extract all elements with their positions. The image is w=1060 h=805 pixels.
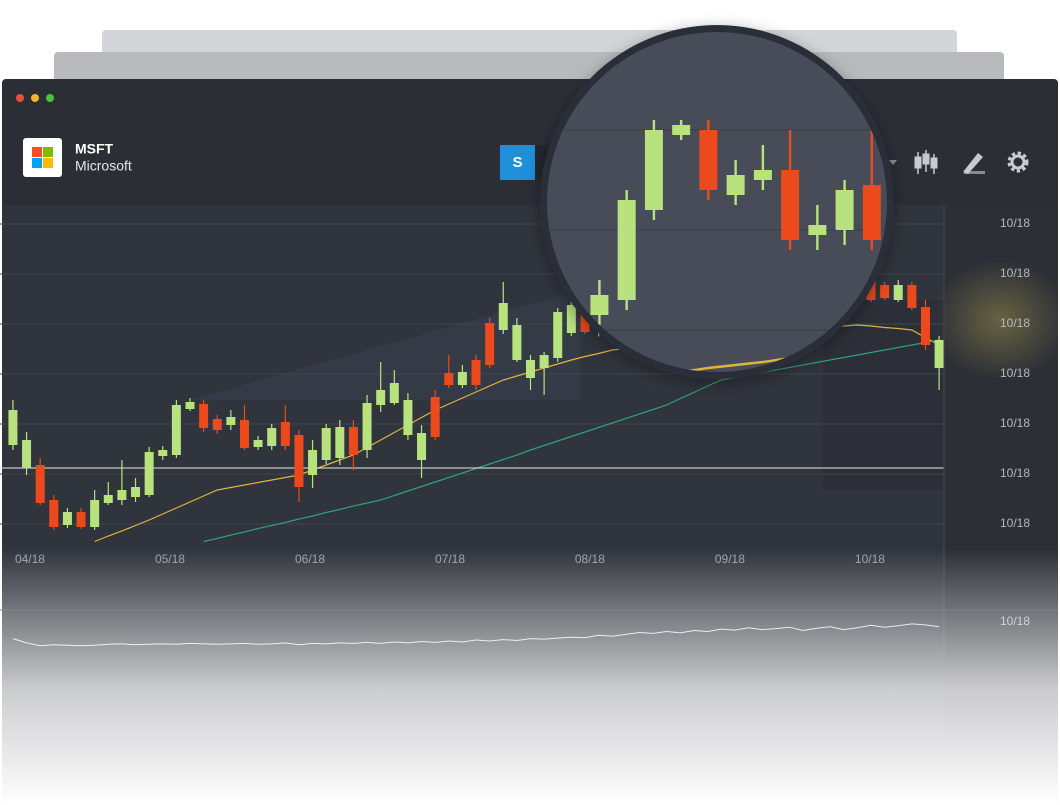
company-name: Microsoft xyxy=(75,158,132,174)
shaded-region xyxy=(190,290,580,400)
x-tick-label: 10/18 xyxy=(855,552,885,566)
candle-body xyxy=(226,417,236,425)
candle-body xyxy=(308,450,318,475)
candle-body xyxy=(62,512,72,525)
candle-body xyxy=(934,340,944,368)
magnifier xyxy=(540,25,894,379)
candle-body xyxy=(22,440,32,468)
y-tick-label: 10/18 xyxy=(1000,266,1030,280)
candle-body xyxy=(280,422,290,446)
candle-body xyxy=(512,325,522,360)
settings-icon[interactable] xyxy=(1007,151,1029,173)
logo-square xyxy=(32,147,42,157)
candle-body xyxy=(185,402,195,409)
logo-square xyxy=(43,158,53,168)
moving-average xyxy=(203,339,940,543)
minimize-dot[interactable] xyxy=(31,94,39,102)
draw-icon[interactable] xyxy=(963,153,985,174)
candle-body xyxy=(171,405,181,455)
y-tick-label: 10/18 xyxy=(1000,316,1030,330)
candle-body xyxy=(267,428,277,446)
candle-body xyxy=(444,373,454,385)
candle-body xyxy=(417,433,427,460)
y-tick-label: 10/18 xyxy=(1000,366,1030,380)
y-tick-label: 10/18 xyxy=(1000,466,1030,480)
candle-body xyxy=(457,372,467,385)
x-tick-label: 09/18 xyxy=(715,552,745,566)
candle-body xyxy=(348,427,358,455)
candle-body xyxy=(294,435,304,487)
glow xyxy=(930,260,1060,380)
candle-body xyxy=(199,404,209,428)
candle-body xyxy=(239,420,249,448)
candle-body xyxy=(35,465,45,503)
candle-body xyxy=(8,410,18,445)
candle-body xyxy=(525,360,535,378)
close-dot[interactable] xyxy=(16,94,24,102)
candle-body xyxy=(76,512,86,527)
candle-body xyxy=(253,440,263,447)
candle-body xyxy=(212,419,222,430)
candle-body xyxy=(566,305,576,333)
logo-tile xyxy=(23,138,62,177)
x-tick-label: 07/18 xyxy=(435,552,465,566)
candle-body xyxy=(103,495,113,503)
dropdown-arrow[interactable] xyxy=(889,160,897,165)
symbol-button-label: S xyxy=(512,154,522,171)
maximize-dot[interactable] xyxy=(46,94,54,102)
x-tick-label: 08/18 xyxy=(575,552,605,566)
symbol: MSFT xyxy=(75,141,114,157)
logo-square xyxy=(43,147,53,157)
candle-body xyxy=(430,397,440,437)
candle-body xyxy=(920,307,930,345)
candle-body xyxy=(866,280,876,300)
candle-body xyxy=(131,487,141,497)
lens-background xyxy=(547,32,887,372)
logo-square xyxy=(32,158,42,168)
candle-body xyxy=(362,403,372,450)
candle-body xyxy=(144,452,154,495)
candle-body xyxy=(389,383,399,403)
candles-icon[interactable] xyxy=(914,150,938,174)
candle-body xyxy=(321,428,331,460)
candle-body xyxy=(471,360,481,385)
candle-body xyxy=(880,285,890,298)
candle-body xyxy=(539,355,549,368)
x-tick-label: 05/18 xyxy=(155,552,185,566)
candle-body xyxy=(485,323,495,365)
x-tick-label: 04/18 xyxy=(15,552,45,566)
candle-body xyxy=(553,312,563,358)
candle-body xyxy=(893,285,903,300)
candle-body xyxy=(403,400,413,435)
candle-body xyxy=(335,427,345,458)
y-tick-label: 10/18 xyxy=(1000,516,1030,530)
candle-body xyxy=(117,490,127,500)
candle-body xyxy=(376,390,386,405)
y-tick-label: 10/18 xyxy=(1000,614,1030,628)
candle-body xyxy=(90,500,100,527)
symbol-button[interactable] xyxy=(500,145,535,180)
candle-body xyxy=(158,450,168,456)
magnifier-lens xyxy=(547,32,887,372)
candle-body xyxy=(49,500,59,527)
candle-body xyxy=(907,285,917,308)
y-tick-label: 10/18 xyxy=(1000,416,1030,430)
x-tick-label: 06/18 xyxy=(295,552,325,566)
y-tick-label: 10/18 xyxy=(1000,216,1030,230)
candle-body xyxy=(498,303,508,330)
